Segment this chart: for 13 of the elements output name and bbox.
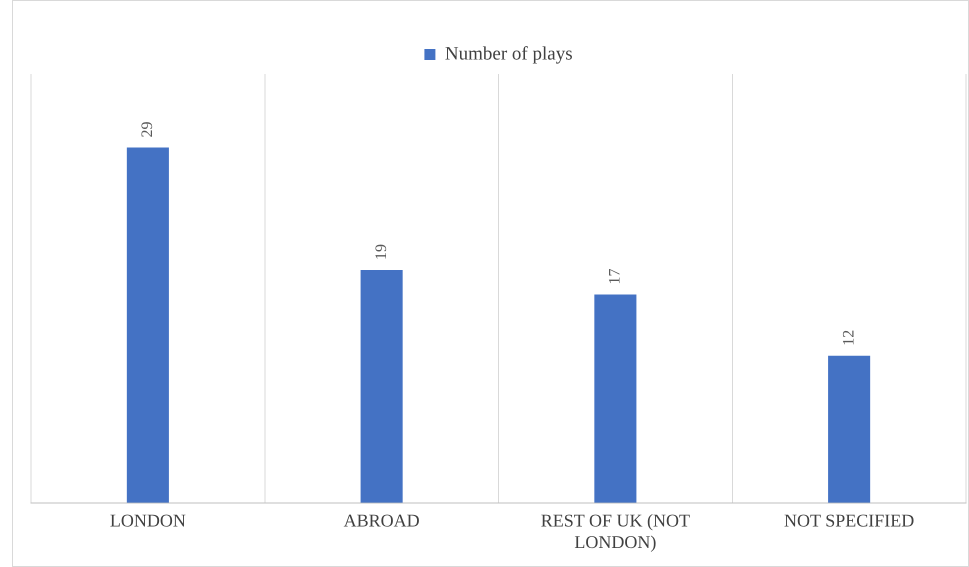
legend-label: Number of plays <box>444 43 573 64</box>
data-label: 19 <box>372 244 390 260</box>
bar <box>360 270 403 503</box>
bar <box>594 294 636 503</box>
data-label: 12 <box>840 330 858 346</box>
x-tick-label: NOT SPECIFIED <box>784 510 914 530</box>
x-tick-label: REST OF UK (NOT LONDON) <box>540 510 690 552</box>
bar <box>828 356 870 503</box>
data-label: 17 <box>606 268 624 285</box>
data-label: 29 <box>139 122 156 138</box>
x-tick-label: ABROAD <box>344 510 420 530</box>
bar <box>126 148 169 503</box>
x-tick-label: LONDON <box>110 510 186 530</box>
